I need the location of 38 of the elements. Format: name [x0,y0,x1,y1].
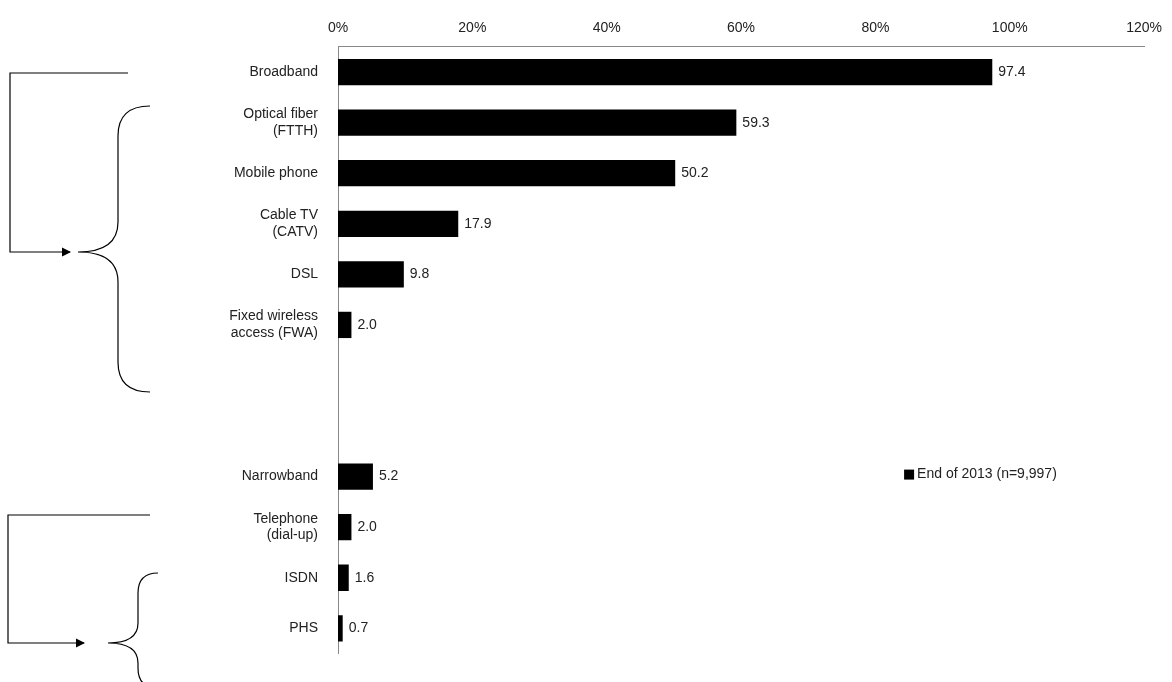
bar [338,564,349,591]
bar [338,311,352,339]
data-label: 50.2 [681,164,709,181]
bar [338,160,676,187]
x-tick-label: 20% [458,19,487,36]
data-label: 5.2 [378,467,399,484]
bar [338,463,373,490]
x-tick-label: 100% [991,19,1028,36]
x-tick-label: 0% [327,19,349,36]
data-label: 2.0 [357,315,378,332]
y-tick-label: Broadband [249,62,318,79]
y-tick-label: Cable TV (CATV) [259,206,319,240]
y-tick-label: Telephone (dial-up) [253,509,319,543]
bar [338,261,404,288]
data-label: 17.9 [464,214,492,231]
x-tick-label: 40% [592,19,621,36]
bar [338,109,737,136]
data-label: 0.7 [348,619,369,636]
x-tick-label: 60% [727,19,756,36]
bar [338,58,993,86]
y-tick-label: Optical fiber (FTTH) [243,105,319,138]
y-tick-label: Fixed wireless access (FWA) [229,307,318,341]
data-label: 2.0 [357,518,378,535]
data-label: 9.8 [409,265,430,282]
x-tick-label: 120% [1126,19,1162,36]
y-tick-label: Mobile phone [233,164,319,181]
bar [338,615,343,642]
data-label: 97.4 [998,62,1026,79]
x-tick-label: 80% [861,19,890,36]
bar [338,514,352,541]
y-tick-label: PHS [289,619,318,636]
legend-label: End of 2013 (n=9,997) [917,465,1057,482]
data-label: 59.3 [742,113,770,130]
y-tick-label: DSL [290,265,319,282]
y-tick-label: ISDN [284,568,318,585]
data-label: 1.6 [354,568,375,585]
y-tick-label: Narrowband [241,467,318,484]
bar [338,210,459,237]
